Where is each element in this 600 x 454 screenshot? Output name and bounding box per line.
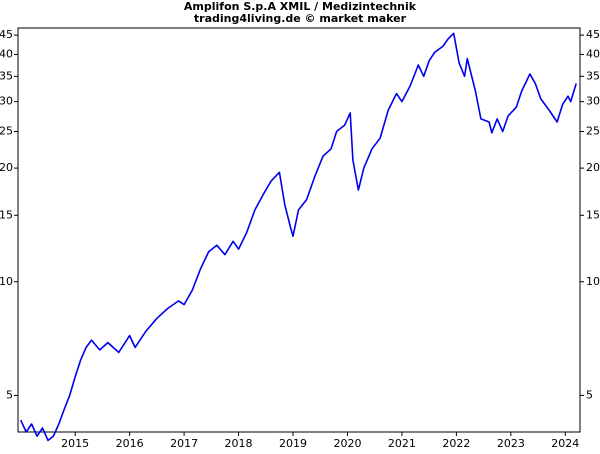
x-tick-label: 2024 — [551, 437, 579, 450]
y-tick-label: 35 — [0, 69, 13, 82]
x-tick-label: 2016 — [116, 437, 144, 450]
y-tick-label: 35 — [586, 69, 600, 82]
y-tick-label: 25 — [0, 125, 13, 138]
y-tick-label: 20 — [586, 161, 600, 174]
price-line — [19, 32, 577, 442]
x-tick-label: 2020 — [333, 437, 361, 450]
chart-title: Amplifon S.p.A XMIL / Medizintechnik — [184, 0, 417, 13]
y-tick-label: 30 — [0, 95, 13, 108]
y-tick-label: 45 — [586, 28, 600, 41]
x-tick-label: 2019 — [279, 437, 307, 450]
y-tick-label: 40 — [586, 47, 600, 60]
y-tick-label: 5 — [586, 388, 593, 401]
chart-subtitle: trading4living.de © market maker — [194, 12, 407, 25]
x-tick-label: 2017 — [170, 437, 198, 450]
y-tick-label: 25 — [586, 125, 600, 138]
x-tick-label: 2022 — [442, 437, 470, 450]
x-tick-label: 2021 — [388, 437, 416, 450]
y-tick-label: 40 — [0, 47, 13, 60]
x-tick-label: 2018 — [225, 437, 253, 450]
x-tick-label: 2023 — [497, 437, 525, 450]
y-tick-label: 10 — [0, 275, 13, 288]
plot-frame — [17, 27, 581, 433]
y-tick-label: 15 — [0, 208, 13, 221]
y-tick-label: 30 — [586, 95, 600, 108]
y-tick-label: 10 — [586, 275, 600, 288]
y-tick-label: 45 — [0, 28, 13, 41]
y-tick-label: 15 — [586, 208, 600, 221]
y-tick-label: 20 — [0, 161, 13, 174]
y-tick-label: 5 — [6, 388, 13, 401]
x-tick-label: 2015 — [61, 437, 89, 450]
